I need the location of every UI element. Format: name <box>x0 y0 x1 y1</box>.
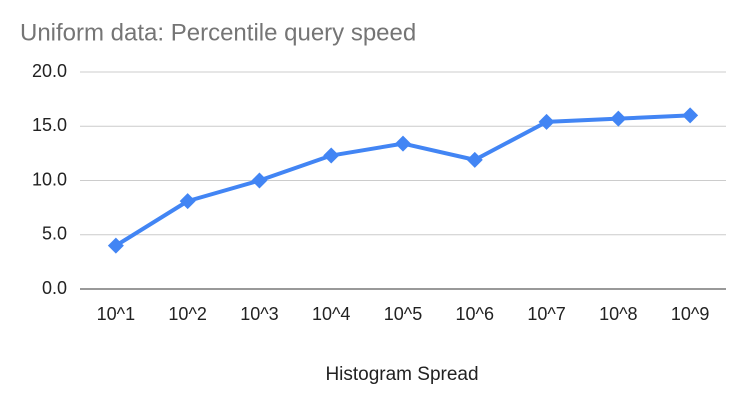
x-tick-label: 10^3 <box>240 304 278 324</box>
point-marker <box>395 135 411 152</box>
x-tick-label: 10^6 <box>456 304 494 324</box>
point-marker <box>179 193 196 210</box>
point-marker <box>610 110 627 127</box>
point-marker <box>323 147 340 164</box>
point-marker <box>466 151 483 168</box>
x-tick-label: 10^4 <box>312 304 350 324</box>
x-tick-label: 10^9 <box>671 304 709 324</box>
chart-title: Uniform data: Percentile query speed <box>20 19 416 46</box>
x-tick-label: 10^5 <box>384 304 422 324</box>
y-tick-label: 0.0 <box>42 278 67 298</box>
y-tick-label: 5.0 <box>42 224 67 244</box>
x-tick-label: 10^2 <box>168 304 206 324</box>
x-tick-label: 10^8 <box>599 304 637 324</box>
point-marker <box>538 113 555 130</box>
x-tick-label: 10^7 <box>527 304 565 324</box>
point-marker <box>682 107 699 124</box>
x-axis-title: Histogram Spread <box>325 364 478 385</box>
y-tick-label: 20.0 <box>32 61 67 81</box>
y-tick-label: 15.0 <box>32 115 67 135</box>
point-marker <box>251 172 268 189</box>
x-tick-label: 10^1 <box>97 304 135 324</box>
y-tick-label: 10.0 <box>32 169 67 189</box>
point-marker <box>107 237 124 254</box>
